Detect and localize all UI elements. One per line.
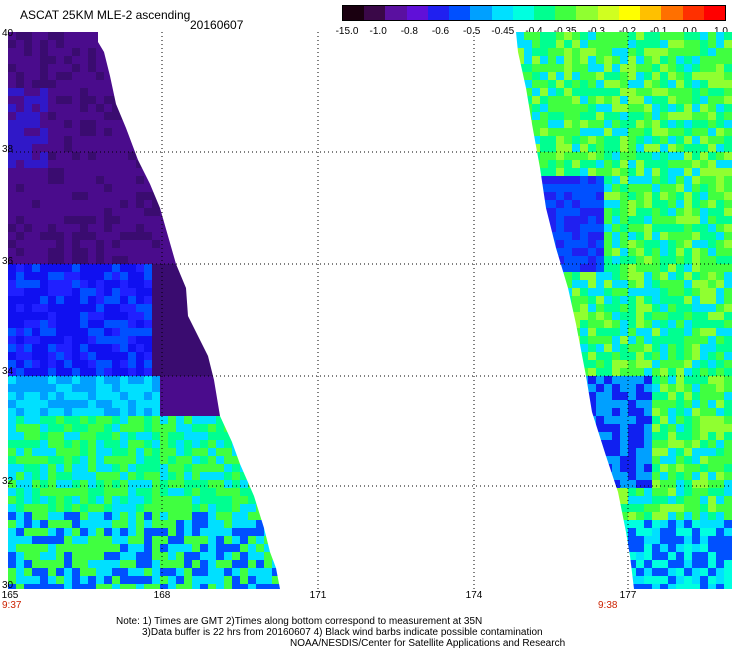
map-date: 20160607 <box>190 18 244 32</box>
color-scale-segment <box>343 6 365 20</box>
note-line-3: NOAA/NESDIS/Center for Satellite Applica… <box>290 638 566 649</box>
color-scale-label: -15.0 <box>335 26 359 37</box>
color-scale-label: -0.8 <box>400 26 418 37</box>
latitude-label: 38 <box>2 144 14 155</box>
color-scale-label: -0.2 <box>618 26 637 37</box>
lat-lon-grid <box>8 32 732 589</box>
color-scale-segment <box>661 6 683 20</box>
right-swath-time: 9:38 <box>598 600 618 611</box>
latitude-label: 34 <box>2 366 14 377</box>
color-scale-segment <box>618 6 641 20</box>
color-scale-segment <box>449 6 471 20</box>
longitude-label: 171 <box>309 590 327 601</box>
color-scale-label: 0.0 <box>682 26 697 37</box>
color-scale-label: -0.35 <box>553 26 577 37</box>
color-scale-label: -1.0 <box>369 26 387 37</box>
latitude-label: 36 <box>2 256 14 267</box>
map-title: ASCAT 25KM MLE-2 ascending <box>20 8 191 22</box>
left-swath <box>8 32 280 589</box>
color-scale-label: -0.3 <box>587 26 605 37</box>
longitude-label: 177 <box>619 590 637 601</box>
color-scale-segment <box>533 6 556 20</box>
color-scale-segment <box>512 6 534 20</box>
color-scale-bar <box>342 5 726 21</box>
longitude-label: 168 <box>153 590 171 601</box>
color-scale-label: -0.5 <box>463 26 481 37</box>
color-scale-label: -0.1 <box>650 26 668 37</box>
note-line-2: 3)Data buffer is 22 hrs from 20160607 4)… <box>142 627 543 638</box>
color-scale-label: -0.45 <box>491 26 515 37</box>
color-scale-segment <box>597 6 619 20</box>
color-scale-label: -0.6 <box>431 26 450 37</box>
color-scale-segment <box>640 6 662 20</box>
left-swath-time: 9:37 <box>2 600 22 611</box>
color-scale-segment <box>406 6 428 20</box>
longitude-label: 174 <box>465 590 483 601</box>
color-scale-segment <box>427 6 450 20</box>
color-scale-segment <box>364 6 386 20</box>
color-scale-segment <box>491 6 513 20</box>
latitude-label: 32 <box>2 476 14 487</box>
color-scale-segment <box>703 6 725 20</box>
note-line-1: Note: 1) Times are GMT 2)Times along bot… <box>116 616 483 627</box>
color-scale-label: -0.4 <box>525 26 543 37</box>
color-scale-segment <box>555 6 577 20</box>
color-scale-segment <box>682 6 704 20</box>
longitude-label: 165 <box>1 590 19 601</box>
color-scale-label: 1.0 <box>714 26 728 37</box>
latitude-label: 30 <box>2 580 14 591</box>
color-scale-segment <box>470 6 492 20</box>
color-scale-segment <box>385 6 407 20</box>
color-scale-segment <box>576 6 598 20</box>
right-swath <box>516 32 732 589</box>
latitude-label: 40 <box>2 28 14 39</box>
swath-map <box>8 32 732 589</box>
